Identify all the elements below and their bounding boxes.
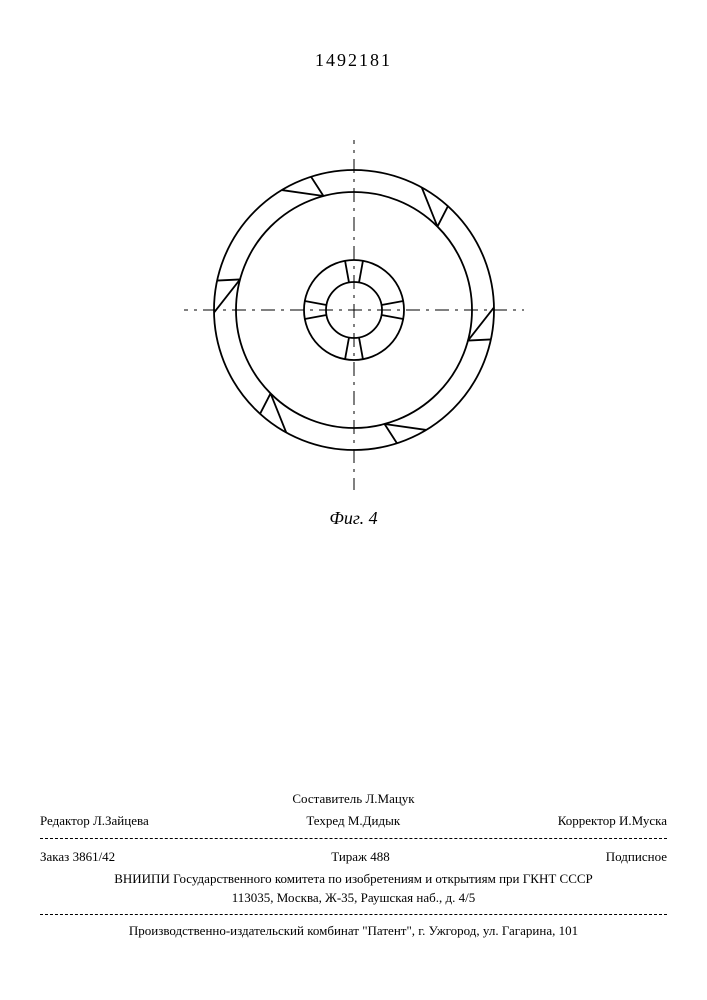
publisher-line: Производственно-издательский комбинат "П…	[40, 921, 667, 941]
corrector-label: Корректор	[558, 813, 616, 828]
order-cell: Заказ 3861/42	[40, 847, 115, 867]
compiler-label: Составитель	[292, 791, 362, 806]
figure-caption: Фиг. 4	[0, 508, 707, 529]
corrector-cell: Корректор И.Муска	[558, 811, 667, 831]
order-row: Заказ 3861/42 Тираж 488 Подписное	[40, 845, 667, 869]
order-value: 3861/42	[73, 849, 116, 864]
print-run-cell: Тираж 488	[331, 847, 390, 867]
compiler-line: Составитель Л.Мацук	[40, 789, 667, 809]
footer-block: Составитель Л.Мацук Редактор Л.Зайцева Т…	[40, 789, 667, 940]
figure-container: Фиг. 4	[0, 140, 707, 529]
tech-editor-name: М.Дидык	[348, 813, 400, 828]
corrector-name: И.Муска	[619, 813, 667, 828]
tech-editor-cell: Техред М.Дидык	[306, 811, 400, 831]
credits-row: Редактор Л.Зайцева Техред М.Дидык Коррек…	[40, 809, 667, 833]
subscription-cell: Подписное	[606, 847, 667, 867]
print-run-value: 488	[370, 849, 390, 864]
print-run-label: Тираж	[331, 849, 367, 864]
figure-svg	[184, 140, 524, 500]
editor-label: Редактор	[40, 813, 90, 828]
org-line-1: ВНИИПИ Государственного комитета по изоб…	[40, 869, 667, 889]
patent-number: 1492181	[0, 50, 707, 71]
tech-editor-label: Техред	[306, 813, 344, 828]
divider-2	[40, 914, 667, 915]
divider-1	[40, 838, 667, 839]
order-label: Заказ	[40, 849, 69, 864]
compiler-name: Л.Мацук	[365, 791, 414, 806]
editor-cell: Редактор Л.Зайцева	[40, 811, 149, 831]
org-line-2: 113035, Москва, Ж-35, Раушская наб., д. …	[40, 888, 667, 908]
editor-name: Л.Зайцева	[93, 813, 149, 828]
